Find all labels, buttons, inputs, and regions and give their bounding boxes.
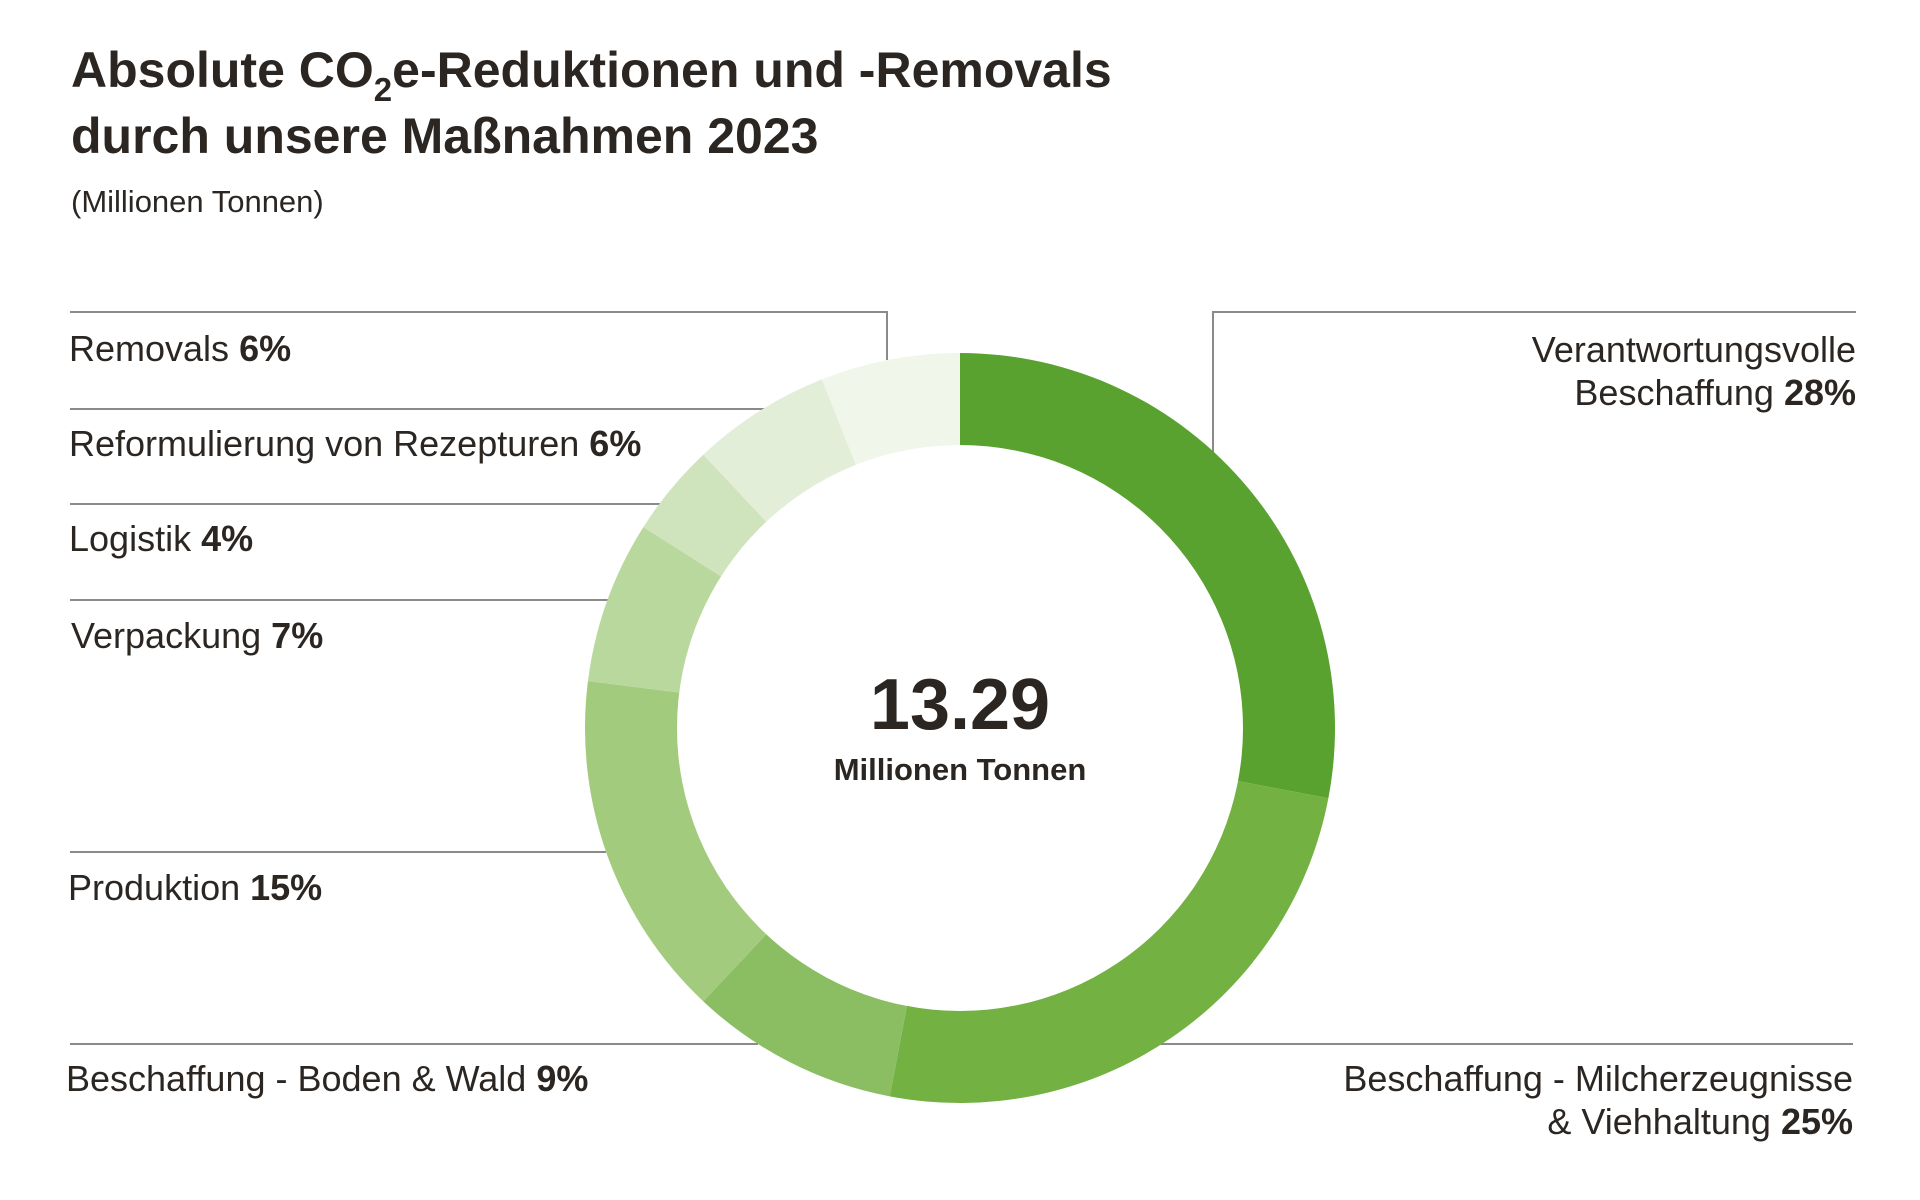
leader-lines	[70, 311, 1856, 1045]
label-text-verantwortungsvolle-beschaffung: Verantwortungsvolle	[1531, 329, 1856, 370]
label-percent-verpackung: 7%	[271, 615, 324, 656]
leader-line-removals	[70, 311, 888, 360]
label-text-produktion: Produktion	[68, 867, 241, 908]
label-percent-logistik: 4%	[201, 518, 254, 559]
label-removals: Removals 6%	[69, 327, 291, 370]
label-logistik: Logistik 4%	[69, 517, 253, 560]
total-value: 13.29	[869, 665, 1051, 745]
label-reformulierung-von-rezepturen: Reformulierung von Rezepturen 6%	[69, 422, 641, 465]
label-percent-reformulierung-von-rezepturen: 6%	[589, 423, 642, 464]
label-text2-verantwortungsvolle-beschaffung: Beschaffung	[1574, 372, 1774, 413]
title-line2: durch unsere Maßnahmen 2023	[71, 108, 819, 164]
title-subscript: 2	[373, 71, 393, 108]
label-text-logistik: Logistik	[69, 518, 192, 559]
label-text-reformulierung-von-rezepturen: Reformulierung von Rezepturen	[69, 423, 580, 464]
label-text-beschaffung-boden-wald: Beschaffung - Boden & Wald	[66, 1058, 527, 1099]
label-produktion: Produktion 15%	[68, 866, 322, 909]
label-percent-produktion: 15%	[250, 867, 323, 908]
label-text-verpackung: Verpackung	[71, 615, 262, 656]
label-percent-beschaffung-boden-wald: 9%	[536, 1058, 589, 1099]
label-text-beschaffung-milcherzeugnisse-viehhaltung: Beschaffung - Milcherzeugnisse	[1343, 1058, 1853, 1099]
label-percent-verantwortungsvolle-beschaffung: 28%	[1783, 372, 1856, 413]
donut-hole	[677, 445, 1243, 1011]
label-text-removals: Removals	[69, 328, 230, 369]
label-text2-beschaffung-milcherzeugnisse-viehhaltung: & Viehhaltung	[1547, 1101, 1771, 1142]
label-beschaffung-boden-wald: Beschaffung - Boden & Wald 9%	[66, 1057, 588, 1100]
label-verantwortungsvolle-beschaffung: Verantwortungsvolle Beschaffung 28%	[1532, 328, 1856, 414]
label-percent-beschaffung-milcherzeugnisse-viehhaltung: 25%	[1780, 1101, 1853, 1142]
chart-title: Absolute CO2e-Reduktionen und -Removals …	[71, 40, 1112, 166]
title-line1-suffix: e-Reduktionen und -Removals	[392, 42, 1112, 98]
leader-line-verantwortungsvolle-beschaffung	[1212, 311, 1856, 452]
title-line1-prefix: Absolute CO	[71, 42, 374, 98]
label-verpackung: Verpackung 7%	[71, 614, 323, 657]
label-beschaffung-milcherzeugnisse-viehhaltung: Beschaffung - Milcherzeugnisse & Viehhalt…	[1343, 1057, 1853, 1143]
total-unit: Millionen Tonnen	[833, 752, 1087, 787]
label-percent-removals: 6%	[239, 328, 292, 369]
unit-caption: (Millionen Tonnen)	[71, 184, 324, 219]
